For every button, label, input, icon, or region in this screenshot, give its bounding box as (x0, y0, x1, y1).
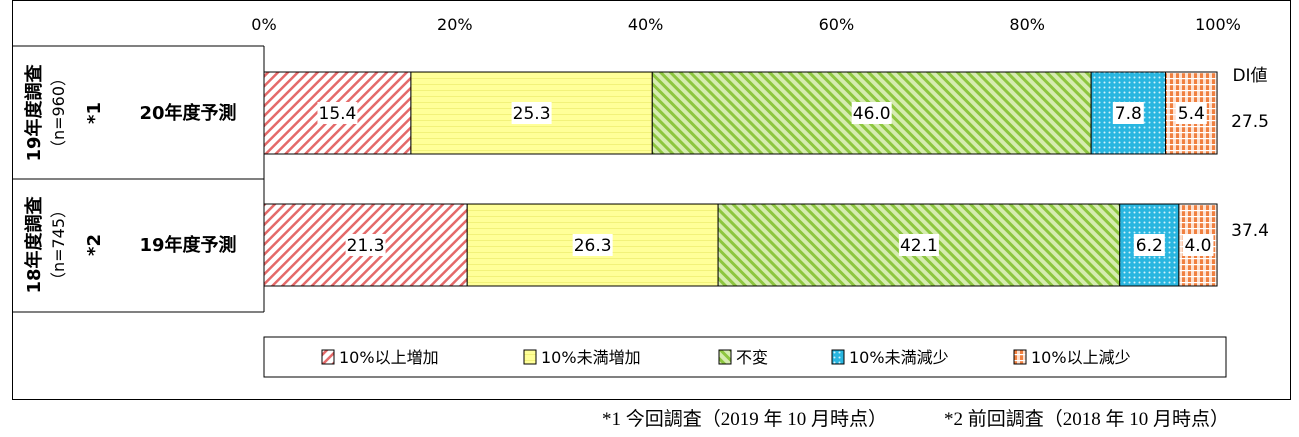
group-label: 19年度調査 （n=960） *1 (23, 64, 105, 161)
data-label: 42.1 (900, 236, 938, 256)
data-label-bg (317, 102, 358, 124)
legend-swatch (1013, 349, 1027, 365)
footnote-1: *1 今回調査（2019 年 10 月時点） (602, 409, 888, 430)
chart-border (12, 0, 1291, 400)
row-label: 20年度予測 (139, 102, 236, 124)
legend-label: 10%以上減少 (1031, 348, 1131, 367)
stacked-bar-chart: 0% 20% 40% 60% 80% 100% 15.4 25.3 46.0 7.8 5.4 21.… (12, 0, 1291, 400)
data-label-bg (1112, 102, 1144, 124)
legend-label: 10%未満減少 (849, 348, 949, 367)
group-label: 18年度調査 （n=745） *2 (23, 196, 105, 293)
bars: 15.4 25.3 46.0 7.8 5.4 21.3 26.3 42.1 6.2 4.0 (263, 71, 1218, 287)
group-mark: *2 (84, 234, 105, 256)
legend-label: 不変 (736, 348, 768, 367)
data-label-bg (1182, 234, 1214, 256)
data-label: 4.0 (1184, 236, 1211, 256)
legend-swatch (321, 349, 335, 365)
legend-box (263, 336, 1227, 378)
data-label: 7.8 (1115, 104, 1142, 124)
x-tick-label: 20% (437, 15, 473, 34)
di-values: 27.5 37.4 (1231, 112, 1269, 241)
data-label: 5.4 (1178, 104, 1205, 124)
x-tick-label: 60% (819, 15, 855, 34)
data-label: 46.0 (853, 104, 891, 124)
legend-label: 10%以上増加 (339, 348, 439, 367)
legend-label: 10%未満増加 (541, 348, 641, 367)
row-labels: 19年度調査 （n=960） *1 20年度予測 18年度調査 （n=745） *2 19年度… (23, 64, 237, 293)
data-label-bg (572, 234, 613, 256)
x-axis-ticks: 0% 20% 40% 60% 80% 100% (251, 15, 1241, 34)
group-name: 18年度調査 (23, 196, 45, 293)
data-label-bg (511, 102, 552, 124)
x-tick-label: 80% (1009, 15, 1045, 34)
data-label: 26.3 (574, 236, 612, 256)
data-label-bg (345, 234, 386, 256)
bar-segment (717, 203, 1121, 287)
data-label-bg (1175, 102, 1207, 124)
group-n: （n=960） (49, 70, 68, 156)
group-name: 19年度調査 (23, 64, 45, 161)
row-label: 19年度予測 (139, 234, 236, 256)
legend-swatch (718, 349, 732, 365)
data-label: 25.3 (513, 104, 551, 124)
group-n: （n=745） (49, 202, 68, 288)
legend-swatch (831, 349, 845, 365)
di-header: DI値 (1232, 66, 1267, 86)
data-label: 21.3 (347, 236, 385, 256)
data-label-bg (898, 234, 939, 256)
di-value: 37.4 (1231, 221, 1269, 241)
x-tick-label: 40% (628, 15, 664, 34)
footnote-2: *2 前回調査（2018 年 10 月時点） (944, 409, 1230, 430)
data-label: 6.2 (1136, 236, 1163, 256)
legend: 10%以上増加 10%未満増加 不変 10%未満減少 10%以上減少 (321, 348, 1131, 367)
data-label-bg (851, 102, 892, 124)
data-label-bg (1133, 234, 1165, 256)
di-value: 27.5 (1231, 112, 1269, 132)
legend-swatch (523, 349, 537, 365)
x-tick-label: 0% (251, 15, 276, 34)
x-tick-label: 100% (1195, 15, 1241, 34)
group-mark: *1 (84, 102, 105, 124)
data-label: 15.4 (319, 104, 357, 124)
